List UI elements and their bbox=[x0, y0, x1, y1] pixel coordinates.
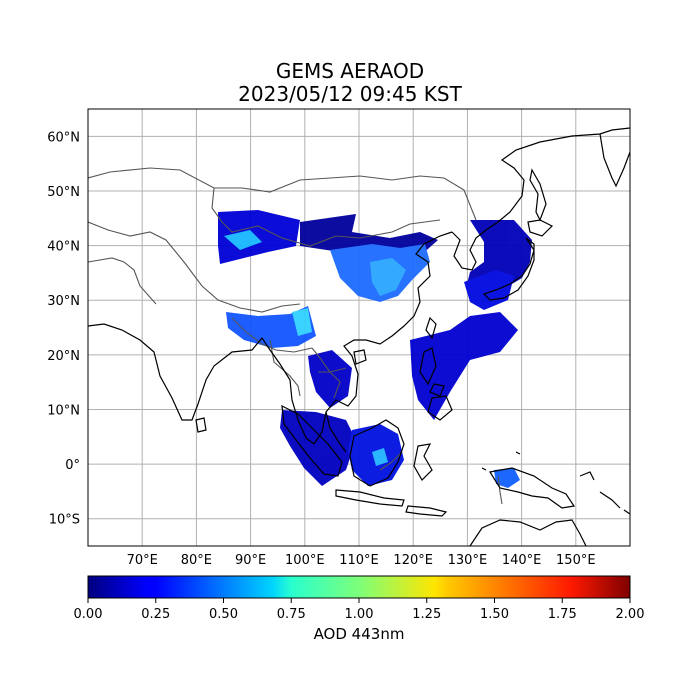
coast-mindanao bbox=[427, 395, 453, 421]
longitude-labels: 70°E 80°E 90°E 100°E 110°E 120°E 130°E 140°E 150… bbox=[127, 553, 596, 568]
lon-tick-label: 130°E bbox=[448, 553, 488, 568]
coast-korea bbox=[451, 229, 487, 271]
colorbar-tick-label: 1.00 bbox=[345, 607, 374, 622]
lat-tick-label: 0° bbox=[65, 458, 80, 473]
aod-patch-gobi bbox=[218, 210, 300, 264]
coast-hainan bbox=[353, 349, 367, 365]
lon-tick-label: 150°E bbox=[556, 553, 596, 568]
lat-tick-label: 30°N bbox=[47, 294, 80, 309]
coast-japan-honshu bbox=[482, 237, 535, 301]
colorbar-tick-label: 0.50 bbox=[209, 607, 238, 622]
map-subtitle-datetime: 2023/05/12 09:45 KST bbox=[238, 82, 462, 106]
map-title: GEMS AERAOD bbox=[275, 59, 425, 83]
lat-tick-label: 10°S bbox=[49, 513, 80, 528]
coast-india bbox=[88, 323, 263, 421]
colorbar-tick-label: 1.50 bbox=[480, 607, 509, 622]
coast-micro-islands bbox=[481, 451, 521, 471]
aod-patch-ncp-bright bbox=[370, 258, 406, 296]
lon-tick-label: 90°E bbox=[235, 553, 266, 568]
lon-tick-label: 80°E bbox=[181, 553, 212, 568]
coast-kamchatka bbox=[599, 133, 630, 188]
coast-vanuatu bbox=[623, 509, 630, 515]
lat-tick-label: 50°N bbox=[47, 185, 80, 200]
coast-new-guinea bbox=[489, 467, 576, 509]
colorbar-tick-label: 0.25 bbox=[141, 607, 170, 622]
aod-patch-philippines bbox=[410, 312, 518, 420]
aod-patch-myanmar-cyan bbox=[292, 308, 312, 336]
colorbar-ticks: 0.00 0.25 0.50 0.75 1.00 1.25 1.50 1.75 2.00 bbox=[74, 598, 645, 622]
coast-sakhalin bbox=[529, 168, 547, 222]
coast-visayas bbox=[429, 383, 445, 397]
colorbar: 0.00 0.25 0.50 0.75 1.00 1.25 1.50 1.75 2.00 AOD… bbox=[74, 575, 645, 643]
coast-borneo bbox=[349, 419, 405, 487]
coast-malay-peninsula bbox=[325, 411, 347, 453]
colorbar-tick-label: 2.00 bbox=[616, 607, 645, 622]
coast-australia bbox=[469, 519, 587, 546]
coast-bay-of-bengal bbox=[261, 337, 315, 445]
aod-patch-sumatra bbox=[280, 410, 356, 486]
colorbar-tick-label: 1.25 bbox=[412, 607, 441, 622]
map-panel bbox=[87, 108, 631, 547]
lat-tick-label: 10°N bbox=[47, 403, 80, 418]
lon-tick-label: 70°E bbox=[127, 553, 158, 568]
map-frame bbox=[87, 108, 631, 547]
aod-patch-japan-south bbox=[464, 270, 514, 310]
coast-indochina bbox=[313, 231, 453, 445]
lon-tick-label: 110°E bbox=[339, 553, 379, 568]
lat-tick-label: 40°N bbox=[47, 240, 80, 255]
lat-tick-label: 20°N bbox=[47, 349, 80, 364]
coast-sri-lanka bbox=[195, 417, 207, 433]
coast-sulawesi bbox=[413, 443, 433, 481]
colorbar-tick-label: 0.00 bbox=[74, 607, 103, 622]
country-borders bbox=[88, 167, 503, 505]
colorbar-gradient bbox=[87, 575, 631, 599]
lon-tick-label: 100°E bbox=[285, 553, 325, 568]
lon-tick-label: 120°E bbox=[393, 553, 433, 568]
aod-data-layer bbox=[218, 210, 532, 488]
coast-japan-hokkaido bbox=[527, 219, 554, 237]
aod-patch-indochina bbox=[308, 350, 352, 408]
aod-patch-new-guinea bbox=[494, 468, 520, 488]
colorbar-label: AOD 443nm bbox=[314, 625, 405, 643]
coast-taiwan bbox=[425, 316, 437, 340]
coast-sumatra bbox=[281, 404, 343, 477]
lat-tick-label: 60°N bbox=[47, 130, 80, 145]
colorbar-tick-label: 0.75 bbox=[277, 607, 306, 622]
coastlines bbox=[88, 127, 630, 546]
aod-patch-borneo-cyan bbox=[372, 448, 388, 466]
lon-tick-label: 140°E bbox=[502, 553, 542, 568]
latitude-labels: 60°N 50°N 40°N 30°N 20°N 10°N 0° 10°S bbox=[47, 130, 80, 527]
aod-patch-gobi-cyan bbox=[224, 230, 262, 250]
coast-lesser-sunda bbox=[405, 505, 448, 517]
colorbar-tick-label: 1.75 bbox=[548, 607, 577, 622]
coast-new-britain bbox=[579, 471, 595, 481]
coast-solomon bbox=[599, 491, 621, 509]
coast-luzon bbox=[419, 347, 437, 386]
coast-java bbox=[335, 489, 405, 507]
